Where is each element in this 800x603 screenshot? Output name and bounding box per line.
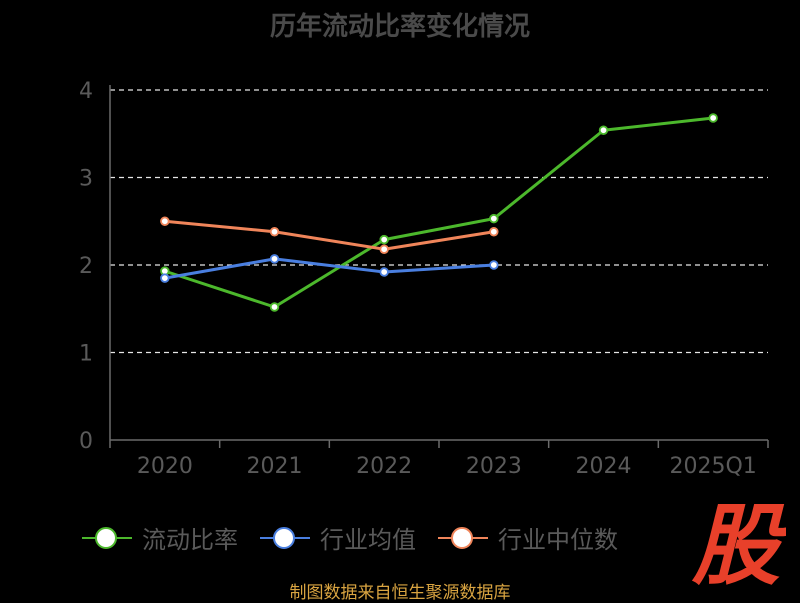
y-tick-label: 2	[79, 254, 93, 279]
series-point-2	[379, 244, 389, 254]
series-point-1	[489, 260, 499, 270]
series-point-0	[489, 213, 499, 224]
series-point-1	[160, 273, 170, 283]
legend-item-current-ratio[interactable]: 流动比率	[82, 520, 238, 555]
source-note: 制图数据来自恒生聚源数据库	[289, 583, 511, 603]
y-tick-label: 1	[79, 342, 93, 367]
legend-item-industry-median[interactable]: 行业中位数	[438, 520, 618, 555]
series-point-2	[160, 216, 170, 226]
series-line-0	[164, 116, 714, 309]
series-point-0	[708, 113, 718, 123]
legend-swatch-industry-median	[438, 526, 488, 550]
chart-title: 历年流动比率变化情况	[269, 12, 530, 42]
x-tick-label: 2023	[466, 454, 522, 479]
series-point-0	[379, 234, 389, 245]
svg-text:股: 股	[691, 494, 786, 592]
legend-label-current-ratio: 流动比率	[142, 526, 238, 554]
stock-logo-icon: 股	[691, 494, 786, 592]
series-point-2	[269, 227, 280, 237]
y-tick-label: 4	[79, 79, 93, 104]
legend-label-industry-avg: 行业均值	[320, 526, 416, 554]
y-tick-label: 3	[79, 167, 93, 192]
series-point-2	[489, 227, 499, 237]
legend-item-industry-avg[interactable]: 行业均值	[260, 520, 416, 555]
series-point-0	[598, 125, 609, 135]
legend-label-industry-median: 行业中位数	[498, 526, 618, 554]
legend-swatch-industry-avg	[260, 526, 310, 550]
series-line-2	[164, 219, 495, 251]
series-point-1	[269, 254, 280, 264]
x-tick-label: 2022	[356, 454, 412, 479]
x-tick-label: 2021	[247, 454, 303, 479]
series-point-0	[269, 302, 280, 312]
x-tick-label: 2025Q1	[670, 454, 757, 479]
x-tick-label: 2020	[137, 454, 193, 479]
series-line-1	[164, 257, 494, 280]
legend-swatch-current-ratio	[82, 526, 132, 550]
series-point-1	[379, 267, 389, 277]
x-tick-label: 2024	[576, 454, 632, 479]
y-tick-label: 0	[79, 429, 93, 454]
legend: 流动比率 行业均值 行业中位数	[0, 520, 700, 555]
